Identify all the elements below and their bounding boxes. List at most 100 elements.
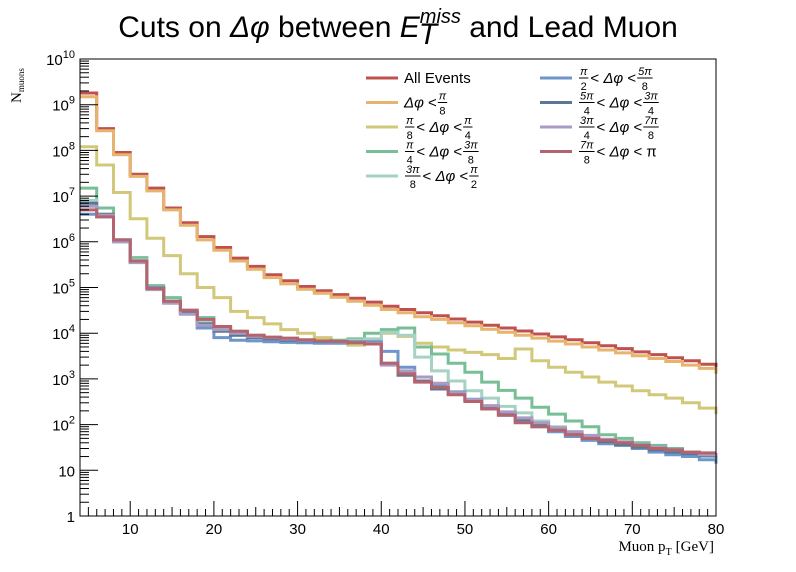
legend-frac-num: π: [439, 91, 447, 103]
legend-text-5-1: < Δφ <: [590, 70, 636, 87]
title-prefix: Cuts on: [118, 11, 230, 44]
legend-entry-6: 5π4 < Δφ < 3π4: [540, 91, 659, 118]
y-tick-label-5: 105: [52, 278, 75, 298]
legend-text-4-1: < Δφ <: [423, 168, 469, 185]
legend-fraction-1-1: π8: [437, 91, 448, 118]
legend-frac-den: 4: [584, 130, 590, 142]
x-axis-title: Muon pT [GeV]: [618, 539, 714, 558]
title-var: Δφ: [229, 11, 270, 44]
legend-frac-num: π: [464, 115, 472, 127]
y-tick-label-6: 106: [52, 232, 75, 252]
legend-fraction-5-2: 5π8: [637, 66, 653, 93]
plot-series: [80, 91, 718, 464]
legend-frac-den: 4: [407, 155, 413, 167]
legend-fraction-4-2: π2: [469, 164, 479, 191]
legend-fraction-8-0: 7π8: [579, 140, 595, 167]
legend-frac-num: 5π: [638, 66, 652, 78]
legend-frac-den: 8: [468, 155, 474, 167]
y-tick-label-7: 107: [52, 186, 75, 206]
y-tick-label-4: 104: [52, 323, 75, 343]
legend-frac-den: 4: [584, 106, 590, 118]
legend-text-2-1: < Δφ <: [416, 119, 462, 136]
title-e: E: [400, 11, 421, 44]
y-tick-label-8: 108: [52, 140, 75, 160]
y-axis-ticks: 1 10 102 103 104 105 106 107 108 109 1010: [46, 49, 98, 526]
legend-text-1-0: Δφ <: [403, 95, 437, 112]
x-tick-label-0: 10: [122, 521, 139, 538]
legend-frac-num: π: [470, 164, 478, 176]
y-axis-title: Nmuons: [9, 68, 26, 103]
legend-text-7-1: < Δφ <: [597, 119, 643, 136]
legend-entry-4: 3π8 < Δφ < π2: [366, 164, 479, 191]
legend-entry-2: π8 < Δφ < π4: [366, 115, 473, 142]
legend-frac-num: 7π: [644, 115, 658, 127]
legend-fraction-4-0: 3π8: [405, 164, 421, 191]
legend-frac-num: 7π: [580, 140, 594, 152]
title-esup: miss: [420, 6, 461, 28]
legend-frac-den: 8: [407, 130, 413, 142]
x-tick-label-6: 70: [624, 521, 641, 538]
legend-fraction-6-2: 3π4: [643, 91, 659, 118]
legend-fraction-7-0: 3π4: [579, 115, 595, 142]
legend-entry-7: 3π4 < Δφ < 7π8: [540, 115, 659, 142]
x-tick-label-1: 20: [206, 521, 223, 538]
legend-entry-0: All Events: [366, 70, 471, 87]
title-suffix: and Lead Muon: [461, 11, 678, 44]
legend-frac-num: π: [406, 115, 414, 127]
series-line-8: [80, 208, 716, 455]
x-axis-title-sub: T: [666, 547, 672, 558]
legend-fraction-3-2: 3π8: [463, 140, 479, 167]
legend-text-0-0: All Events: [404, 70, 471, 87]
legend-fraction-2-0: π8: [405, 115, 415, 142]
x-axis-title-main: Muon p: [618, 539, 665, 555]
legend-entry-8: 7π8 < Δφ < π: [540, 140, 657, 167]
legend-frac-num: 3π: [580, 115, 594, 127]
x-tick-label-4: 50: [457, 521, 474, 538]
legend-frac-den: 2: [471, 179, 477, 191]
y-tick-label-10: 1010: [46, 49, 75, 69]
legend-entry-3: π4 < Δφ < 3π8: [366, 140, 479, 167]
legend-frac-den: 4: [648, 106, 654, 118]
legend-frac-den: 8: [439, 106, 445, 118]
legend-fraction-5-0: π2: [579, 66, 589, 93]
y-tick-label-9: 109: [52, 95, 75, 115]
legend-entry-5: π2 < Δφ < 5π8: [540, 66, 653, 93]
y-axis-title-main: N: [9, 92, 25, 103]
legend-frac-den: 2: [581, 81, 587, 93]
legend-frac-den: 8: [410, 179, 416, 191]
legend-fraction-6-0: 5π4: [579, 91, 595, 118]
legend-frac-num: 3π: [644, 91, 658, 103]
y-tick-label-1: 10: [58, 463, 75, 480]
legend-text-3-1: < Δφ <: [416, 144, 462, 161]
legend-fraction-2-2: π4: [463, 115, 473, 142]
svg-text:Nmuons: Nmuons: [9, 68, 26, 103]
legend-frac-den: 8: [642, 81, 648, 93]
legend-text-6-1: < Δφ <: [597, 95, 643, 112]
legend-frac-den: 4: [465, 130, 471, 142]
legend-frac-num: 3π: [406, 164, 420, 176]
legend-fraction-3-0: π4: [405, 140, 415, 167]
title-esub: T: [419, 18, 440, 51]
title-mid: between: [270, 11, 400, 44]
y-tick-label-0: 1: [67, 509, 75, 526]
series-line-1: [80, 95, 718, 374]
legend-frac-num: π: [406, 140, 414, 152]
chart-title: Cuts on Δφ between Emiss and Lead Muon: [118, 6, 678, 44]
legend-frac-den: 8: [584, 155, 590, 167]
y-tick-label-3: 103: [52, 369, 75, 389]
x-tick-label-7: 80: [708, 521, 725, 538]
legend-text-8-1: < Δφ < π: [597, 144, 657, 161]
legend-frac-den: 8: [648, 130, 654, 142]
x-tick-label-2: 30: [289, 521, 306, 538]
legend-frac-num: π: [580, 66, 588, 78]
legend-fraction-7-2: 7π8: [643, 115, 659, 142]
x-axis-title-unit: [GeV]: [676, 539, 714, 555]
x-tick-label-5: 60: [540, 521, 557, 538]
y-tick-label-2: 102: [52, 415, 75, 435]
legend-entry-1: Δφ < π8: [366, 91, 448, 118]
x-tick-label-3: 40: [373, 521, 390, 538]
legend-frac-num: 5π: [580, 91, 594, 103]
